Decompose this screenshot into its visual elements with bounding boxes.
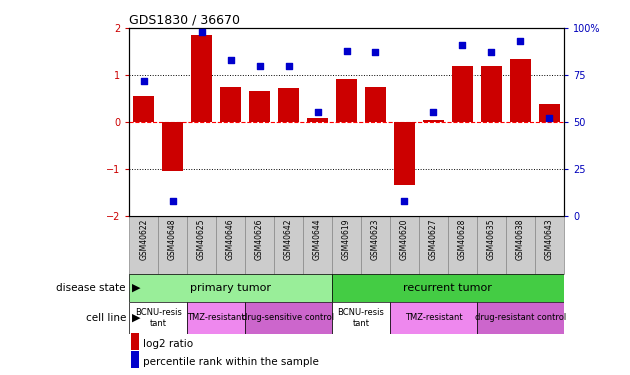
- Point: [399, 198, 410, 204]
- Text: GSM40635: GSM40635: [487, 219, 496, 260]
- Bar: [129, 216, 158, 274]
- Bar: [274, 216, 303, 274]
- Point: [284, 63, 294, 69]
- Text: GSM40648: GSM40648: [168, 219, 177, 260]
- Point: [197, 29, 207, 35]
- Text: GSM40638: GSM40638: [516, 219, 525, 260]
- Bar: [332, 302, 390, 334]
- Bar: [216, 216, 245, 274]
- Point: [370, 50, 381, 55]
- Bar: [163, 122, 183, 171]
- Bar: [510, 58, 530, 122]
- Bar: [249, 92, 270, 122]
- Bar: [477, 302, 564, 334]
- Bar: [336, 79, 357, 122]
- Bar: [134, 96, 154, 122]
- Bar: [452, 66, 472, 122]
- Text: GDS1830 / 36670: GDS1830 / 36670: [129, 14, 240, 27]
- Point: [544, 115, 554, 121]
- Point: [168, 198, 178, 204]
- Text: GSM40642: GSM40642: [284, 219, 293, 260]
- Point: [486, 50, 496, 55]
- Bar: [361, 216, 390, 274]
- Bar: [187, 216, 216, 274]
- Bar: [303, 216, 332, 274]
- Bar: [158, 216, 187, 274]
- Text: GSM40643: GSM40643: [545, 219, 554, 260]
- Bar: [187, 302, 245, 334]
- Text: BCNU-resis
tant: BCNU-resis tant: [135, 308, 181, 327]
- Bar: [539, 104, 559, 122]
- Bar: [278, 88, 299, 122]
- Text: percentile rank within the sample: percentile rank within the sample: [143, 357, 319, 367]
- Bar: [131, 351, 139, 368]
- Text: drug-sensitive control: drug-sensitive control: [243, 314, 335, 322]
- Point: [312, 110, 323, 116]
- Bar: [307, 118, 328, 122]
- Text: BCNU-resis
tant: BCNU-resis tant: [338, 308, 384, 327]
- Bar: [365, 87, 386, 122]
- Bar: [423, 120, 444, 122]
- Bar: [192, 35, 212, 122]
- Bar: [390, 302, 477, 334]
- Text: GSM40626: GSM40626: [255, 219, 264, 260]
- Text: TMZ-resistant: TMZ-resistant: [187, 314, 245, 322]
- Bar: [332, 216, 361, 274]
- Text: GSM40623: GSM40623: [371, 219, 380, 260]
- Text: GSM40646: GSM40646: [226, 219, 235, 260]
- Bar: [535, 216, 564, 274]
- Point: [255, 63, 265, 69]
- Text: GSM40628: GSM40628: [458, 219, 467, 260]
- Point: [341, 48, 352, 54]
- Bar: [506, 216, 535, 274]
- Text: primary tumor: primary tumor: [190, 283, 271, 293]
- Text: TMZ-resistant: TMZ-resistant: [404, 314, 462, 322]
- Text: GSM40622: GSM40622: [139, 219, 148, 260]
- Text: drug-resistant control: drug-resistant control: [475, 314, 566, 322]
- Text: disease state: disease state: [57, 283, 126, 293]
- Text: GSM40619: GSM40619: [342, 219, 351, 260]
- Text: GSM40625: GSM40625: [197, 219, 206, 260]
- Bar: [448, 216, 477, 274]
- Text: GSM40627: GSM40627: [429, 219, 438, 260]
- Text: ▶: ▶: [132, 283, 140, 293]
- Text: cell line: cell line: [86, 313, 126, 323]
- Text: GSM40620: GSM40620: [400, 219, 409, 260]
- Bar: [394, 122, 415, 185]
- Point: [457, 42, 467, 48]
- Bar: [220, 87, 241, 122]
- Bar: [477, 216, 506, 274]
- Point: [226, 57, 236, 63]
- Bar: [245, 302, 332, 334]
- Text: recurrent tumor: recurrent tumor: [403, 283, 493, 293]
- Bar: [481, 66, 501, 122]
- Bar: [332, 274, 564, 302]
- Text: GSM40644: GSM40644: [313, 219, 322, 260]
- Bar: [131, 333, 139, 350]
- Bar: [390, 216, 419, 274]
- Bar: [129, 302, 187, 334]
- Bar: [129, 274, 332, 302]
- Point: [515, 38, 525, 44]
- Point: [139, 78, 149, 84]
- Bar: [245, 216, 274, 274]
- Text: log2 ratio: log2 ratio: [143, 339, 193, 349]
- Text: ▶: ▶: [132, 313, 140, 323]
- Point: [428, 110, 438, 116]
- Bar: [419, 216, 448, 274]
